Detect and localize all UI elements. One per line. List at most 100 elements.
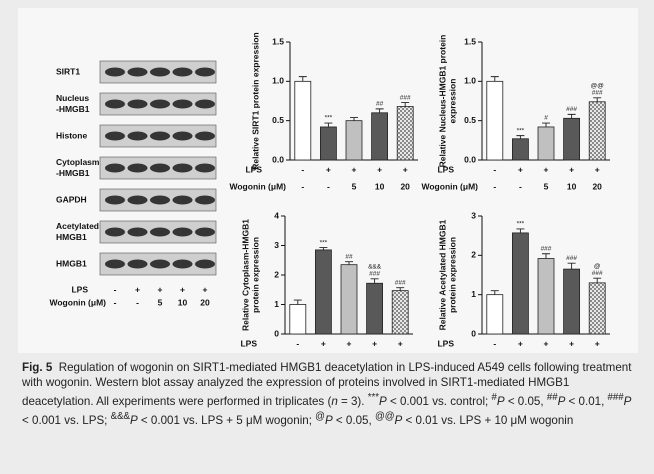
blot-band (150, 99, 170, 109)
row-value: + (569, 338, 574, 348)
y-tick-label: 0 (274, 328, 279, 338)
caption-text: = 3). (337, 394, 368, 408)
blot-label: Nucleus (56, 93, 89, 103)
significance-label: ### (592, 270, 603, 277)
bar (340, 264, 358, 335)
y-tick-label: 1.0 (272, 76, 284, 86)
blot-band (172, 163, 193, 173)
blot-label: Histone (56, 130, 87, 140)
caption-text: < 0.01, (565, 394, 608, 408)
blot-row-value: 20 (200, 297, 210, 307)
y-tick-label: 3 (274, 240, 279, 250)
y-tick-label: 0 (471, 328, 476, 338)
blot-band (105, 99, 125, 109)
row-value: + (372, 338, 377, 348)
blot-band (150, 67, 170, 77)
bar (319, 126, 337, 161)
row-value: + (518, 338, 523, 348)
blot-row-value: - (114, 297, 117, 307)
caption-text: n (331, 394, 338, 408)
caption-text: < 0.01 vs. LPS + 10 μM wogonin (402, 413, 574, 427)
y-tick-label: 0.5 (464, 115, 476, 125)
row-value: + (595, 164, 600, 174)
error-bar (490, 290, 499, 295)
row-value: + (595, 338, 600, 348)
error-bar (350, 117, 358, 121)
y-tick-label: 4 (274, 210, 279, 220)
blot-label: HMGB1 (56, 232, 87, 242)
row-value: + (321, 338, 326, 348)
blot-band (105, 163, 125, 173)
caption-text: P (557, 394, 566, 408)
blot-band (195, 259, 215, 269)
significance-label: ### (541, 245, 552, 252)
y-tick-label: 1 (471, 289, 476, 299)
row-value: - (493, 164, 496, 174)
row-value: + (352, 164, 357, 174)
y-axis-label: Relative Cytoplasm-HMGB1 (240, 219, 250, 331)
blot-band (105, 195, 125, 205)
blot-row-value: 10 (178, 297, 188, 307)
y-axis-label: Relative Acetylated HMGB1 (437, 219, 447, 330)
row-value: + (398, 338, 403, 348)
caption-text: P (496, 394, 505, 408)
blot-band (127, 67, 148, 77)
blot-band (172, 67, 193, 77)
error-bar (370, 278, 379, 284)
blot-label: SIRT1 (56, 66, 80, 76)
caption-text: < 0.001 vs. LPS + 5 μM wogonin; (137, 413, 316, 427)
row-value: 5 (352, 181, 357, 191)
caption-text: *** (367, 392, 380, 403)
blot-label: -HMGB1 (56, 168, 90, 178)
row-value: 10 (567, 181, 577, 191)
significance-label: @@ (591, 83, 605, 90)
caption-text: @ (315, 410, 325, 422)
caption-text: ## (546, 392, 558, 403)
error-bar (324, 122, 333, 127)
error-bar (490, 76, 499, 82)
error-bar (293, 299, 302, 305)
row-value: + (377, 164, 382, 174)
bar (371, 112, 389, 161)
blot-band (127, 227, 148, 237)
error-bar (516, 228, 525, 233)
row-value: - (519, 181, 522, 191)
y-tick-label: 3 (471, 210, 476, 220)
y-tick-label: 2 (274, 269, 279, 279)
blot-band (195, 195, 215, 205)
y-axis-label: protein expression (250, 237, 260, 313)
bar (511, 138, 529, 161)
blot-band (172, 259, 193, 269)
significance-label: @ (594, 263, 601, 270)
blot-band (172, 99, 193, 109)
bar (563, 117, 580, 161)
significance-label: ### (592, 90, 603, 97)
blot-label: -HMGB1 (56, 104, 90, 114)
y-tick-label: 2 (471, 250, 476, 260)
blot-band (195, 67, 215, 77)
blot-band (127, 163, 148, 173)
y-axis-label: Relative Nucleus-HMGB1 protein (437, 35, 447, 168)
error-bar (298, 76, 307, 82)
y-tick-label: 0.0 (272, 154, 284, 164)
y-axis-label: expression (447, 79, 457, 124)
caption-text: &&& (110, 410, 130, 422)
error-bar (593, 97, 602, 102)
caption-label: Fig. 5 (22, 361, 53, 374)
blot-band (127, 195, 148, 205)
row-value: + (518, 164, 523, 174)
bar (366, 282, 384, 335)
error-bar (375, 108, 384, 113)
row-value: + (326, 164, 331, 174)
row-value: - (327, 181, 330, 191)
row-value: + (544, 338, 549, 348)
blot-band (105, 131, 125, 141)
row-label: Wogonin (μM) (422, 181, 479, 191)
blot-row-value: - (136, 297, 139, 307)
significance-label: ### (566, 106, 577, 113)
y-axis-label: Relative SIRT1 protein expression (250, 32, 260, 169)
row-label: LPS (240, 338, 257, 348)
blot-band (127, 259, 148, 269)
bar (314, 249, 332, 335)
error-bar (542, 122, 550, 127)
